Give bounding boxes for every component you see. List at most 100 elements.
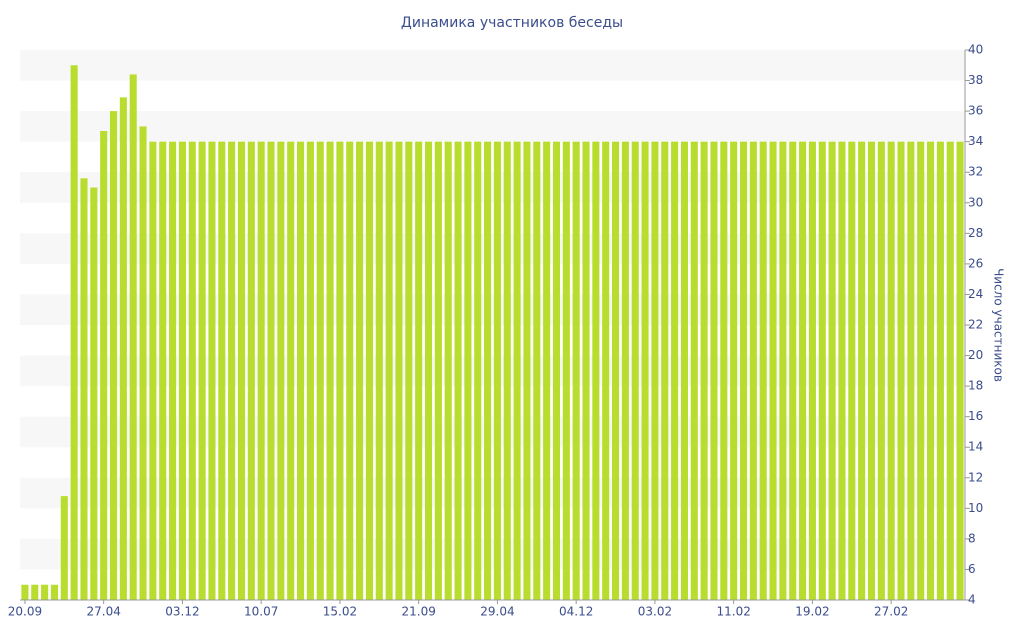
x-tick-label: 27.04 xyxy=(86,605,120,619)
bar xyxy=(336,141,344,600)
y-tick-label: 10 xyxy=(968,501,983,515)
bar xyxy=(169,141,177,600)
bar xyxy=(119,97,127,600)
x-tick-label: 19.02 xyxy=(795,605,829,619)
bar xyxy=(867,141,876,600)
bar xyxy=(474,141,482,600)
bar xyxy=(779,141,787,600)
bar xyxy=(109,111,118,600)
bar xyxy=(218,141,226,600)
bar xyxy=(257,141,265,600)
bar xyxy=(661,141,669,600)
bar xyxy=(572,141,580,600)
y-tick-label: 30 xyxy=(968,195,983,209)
bar xyxy=(464,141,472,600)
bar xyxy=(198,141,206,600)
bar xyxy=(326,141,334,600)
bar xyxy=(602,141,610,600)
bar xyxy=(631,141,639,600)
y-tick-label: 8 xyxy=(968,531,976,545)
grid-band xyxy=(20,172,965,203)
bar xyxy=(60,496,68,600)
bar xyxy=(503,141,511,600)
bar xyxy=(799,141,807,600)
grid-band xyxy=(20,416,965,448)
bar xyxy=(306,141,314,600)
bar xyxy=(444,141,452,600)
grid-band xyxy=(20,355,965,387)
bar xyxy=(808,141,816,600)
bar xyxy=(129,74,137,600)
bar xyxy=(818,141,826,600)
x-tick-label: 03.12 xyxy=(165,605,199,619)
y-tick-label: 16 xyxy=(968,409,983,423)
chart-title: Динамика участников беседы xyxy=(401,15,623,31)
y-tick-label: 4 xyxy=(968,593,976,607)
bar xyxy=(297,141,305,600)
bar xyxy=(484,141,492,600)
bar xyxy=(277,141,285,600)
bar xyxy=(178,141,186,600)
y-tick-label: 22 xyxy=(968,318,983,332)
y-tick-label: 38 xyxy=(968,73,983,87)
bar xyxy=(828,141,836,600)
bar xyxy=(720,141,728,600)
y-tick-label: 12 xyxy=(968,470,983,484)
bar xyxy=(70,65,78,601)
y-tick-label: 40 xyxy=(968,43,983,57)
bar xyxy=(621,141,629,600)
bar xyxy=(424,141,433,600)
bar xyxy=(247,141,255,600)
bar xyxy=(838,141,846,600)
bar xyxy=(700,141,708,600)
bar xyxy=(237,141,246,600)
y-axis-title: Число участников xyxy=(992,268,1006,382)
bar xyxy=(936,141,944,600)
y-tick-label: 18 xyxy=(968,379,983,393)
bar xyxy=(346,141,354,600)
grid-band xyxy=(20,477,965,509)
x-tick-label: 15.02 xyxy=(323,605,357,619)
bar xyxy=(946,141,954,600)
bar xyxy=(651,141,659,600)
bar xyxy=(877,141,885,600)
bar xyxy=(513,141,521,600)
bar xyxy=(730,141,738,600)
bar xyxy=(21,584,29,600)
bar xyxy=(582,141,590,600)
y-tick-label: 36 xyxy=(968,104,983,118)
bar xyxy=(562,141,570,600)
bar xyxy=(493,141,501,600)
bar xyxy=(188,141,196,600)
bar xyxy=(149,141,157,600)
bar xyxy=(769,141,777,600)
bar xyxy=(434,141,442,600)
y-tick-label: 26 xyxy=(968,256,983,270)
bar xyxy=(641,141,649,600)
bar xyxy=(552,141,561,600)
bar xyxy=(789,141,797,600)
bar xyxy=(917,141,925,600)
bar xyxy=(759,141,767,600)
bar xyxy=(228,141,236,600)
bar xyxy=(749,141,757,600)
bar xyxy=(739,141,748,600)
bar xyxy=(50,584,58,600)
bar xyxy=(543,141,551,600)
bar xyxy=(592,141,600,600)
bar xyxy=(927,141,935,600)
bar xyxy=(90,187,98,600)
y-tick-label: 28 xyxy=(968,226,983,240)
bar xyxy=(287,141,295,600)
bar xyxy=(375,141,383,600)
bar xyxy=(159,141,167,600)
bar xyxy=(316,141,324,600)
x-tick-label: 11.02 xyxy=(716,605,750,619)
bar xyxy=(385,141,393,600)
bar xyxy=(690,141,698,600)
bar xyxy=(680,141,688,600)
y-tick-label: 24 xyxy=(968,287,983,301)
bar xyxy=(208,141,216,600)
bar xyxy=(454,141,462,600)
